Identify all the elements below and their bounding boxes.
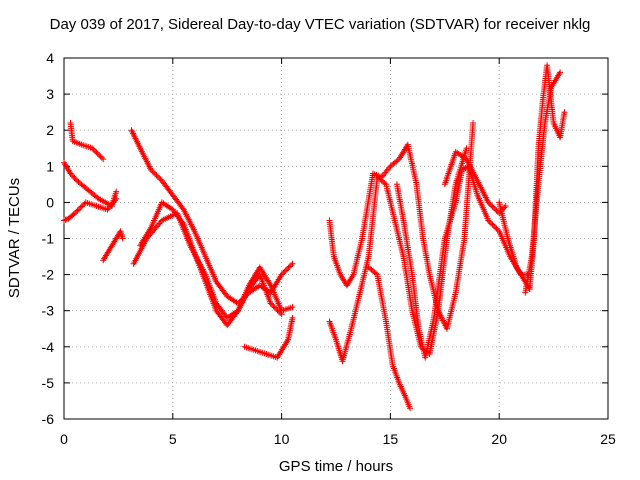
series-markers [61, 195, 120, 224]
series-markers [365, 264, 413, 412]
x-tick-label: 10 [274, 431, 290, 447]
y-tick-label: 2 [46, 122, 54, 138]
x-tick-label: 20 [491, 431, 507, 447]
series-markers [100, 228, 126, 264]
y-tick-label: -3 [42, 303, 55, 319]
data-series-1 [61, 195, 120, 224]
series-markers [393, 163, 531, 361]
chart-title: Day 039 of 2017, Sidereal Day-to-day VTE… [49, 16, 591, 33]
x-tick-label: 5 [169, 431, 177, 447]
axis-ticks [63, 57, 609, 420]
data-series-2 [61, 159, 120, 209]
data-series-15 [522, 69, 564, 296]
x-tick-label: 15 [383, 431, 399, 447]
data-series-3 [67, 120, 107, 163]
data-series-13 [441, 148, 509, 217]
series-markers [326, 120, 477, 332]
data-series-11 [365, 264, 413, 412]
x-tick-label: 25 [600, 431, 616, 447]
data-series-8 [241, 314, 296, 361]
y-tick-label: -2 [42, 267, 55, 283]
data-series-12 [393, 163, 531, 361]
x-axis-label: GPS time / hours [279, 458, 393, 475]
data-series-9 [326, 120, 477, 332]
series-markers [522, 69, 564, 296]
series-markers [441, 148, 509, 217]
x-tick-label: 0 [60, 431, 68, 447]
series-markers [61, 159, 120, 209]
y-axis-label: SDTVAR / TECUs [6, 178, 23, 298]
y-tick-label: 0 [46, 194, 54, 210]
y-tick-label: -4 [42, 339, 55, 355]
y-tick-label: 4 [46, 50, 54, 66]
y-tick-label: 1 [46, 158, 54, 174]
y-tick-label: -1 [42, 231, 55, 247]
data-points [61, 62, 568, 412]
series-markers [137, 199, 296, 329]
data-series-7 [137, 199, 296, 329]
plot-frame [63, 57, 609, 420]
series-markers [67, 120, 107, 163]
data-series-4 [100, 228, 126, 264]
y-tick-label: 3 [46, 86, 54, 102]
y-tick-label: -5 [42, 375, 55, 391]
y-tick-label: -6 [42, 411, 55, 427]
series-markers [241, 314, 296, 361]
